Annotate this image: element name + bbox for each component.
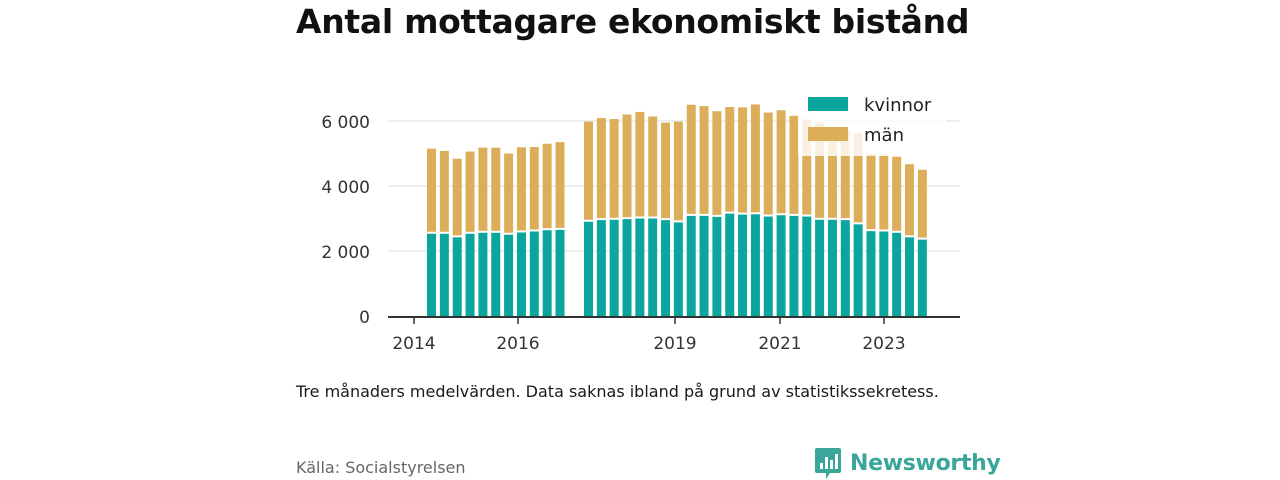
bar-kvinnor xyxy=(427,233,436,316)
legend-label: män xyxy=(864,125,904,146)
bar-kvinnor xyxy=(491,232,501,316)
bar-man xyxy=(648,116,658,217)
bar-kvinnor xyxy=(596,220,606,316)
bar-kvinnor xyxy=(827,219,837,316)
brand-name: Newsworthy xyxy=(850,450,1001,476)
newsworthy-logo[interactable]: Newsworthy xyxy=(814,446,1001,480)
bar-kvinnor xyxy=(776,215,786,316)
bar-kvinnor xyxy=(866,231,876,316)
bar-man xyxy=(789,115,799,214)
chart-bubble-icon xyxy=(815,448,841,479)
bar-kvinnor xyxy=(504,234,514,316)
bars xyxy=(427,104,927,316)
bar-kvinnor xyxy=(853,224,863,316)
bar-kvinnor xyxy=(712,216,722,316)
bar-man xyxy=(892,156,902,231)
bar-man xyxy=(802,119,812,215)
bar-kvinnor xyxy=(789,215,799,316)
y-tick-label: 4 000 xyxy=(321,178,370,198)
bar-man xyxy=(725,107,735,212)
legend-swatch xyxy=(808,97,848,111)
bar-man xyxy=(439,150,449,232)
bar-man xyxy=(738,107,748,213)
bar-man xyxy=(427,148,436,232)
bar-man xyxy=(609,119,619,218)
bar-man xyxy=(699,106,709,214)
bar-man xyxy=(866,153,876,230)
bar-man xyxy=(673,121,683,221)
bar-man xyxy=(635,111,645,217)
chart-note: Tre månaders medelvärden. Data saknas ib… xyxy=(296,382,939,401)
x-tick-label: 2021 xyxy=(758,334,801,354)
bar-kvinnor xyxy=(452,237,462,316)
bar-man xyxy=(879,154,889,230)
bar-kvinnor xyxy=(439,233,449,316)
bar-man xyxy=(905,164,914,236)
x-tick-label: 2023 xyxy=(862,334,905,354)
bar-kvinnor xyxy=(892,232,902,316)
source-text: Källa: Socialstyrelsen xyxy=(296,458,466,477)
bar-man xyxy=(827,128,837,218)
bar-man xyxy=(491,147,501,231)
bar-man xyxy=(596,118,606,219)
bar-man xyxy=(529,147,539,230)
bar-kvinnor xyxy=(763,216,773,316)
legend-label: kvinnor xyxy=(864,95,932,116)
bar-kvinnor xyxy=(478,232,488,316)
bar-kvinnor xyxy=(648,218,658,316)
bar-kvinnor xyxy=(802,216,812,316)
axes: 0 2 000 4 000 6 000 2014 2016 2019 2021 2023 xyxy=(321,113,960,354)
bar-kvinnor xyxy=(584,221,593,316)
bar-man xyxy=(504,153,514,233)
bar-man xyxy=(516,147,526,231)
bar-man xyxy=(622,114,632,218)
x-tick-label: 2014 xyxy=(392,334,435,354)
x-tick-label: 2016 xyxy=(496,334,539,354)
legend: kvinnor män xyxy=(798,88,946,156)
bar-man xyxy=(661,122,671,219)
bar-kvinnor xyxy=(815,219,825,316)
bar-man xyxy=(815,122,825,218)
bar-kvinnor xyxy=(879,231,889,316)
bar-man xyxy=(917,169,927,238)
bar-kvinnor xyxy=(635,218,645,316)
y-tick-label: 6 000 xyxy=(321,113,370,133)
bar-man xyxy=(686,104,696,214)
bar-man xyxy=(750,104,760,213)
bar-kvinnor xyxy=(840,220,850,316)
bar-kvinnor xyxy=(738,214,748,316)
bar-man xyxy=(542,143,552,229)
bar-kvinnor xyxy=(750,214,760,316)
bar-chart: 0 2 000 4 000 6 000 2014 2016 2019 2021 2023 kvi… xyxy=(321,88,960,354)
bar-man xyxy=(712,111,722,215)
bar-kvinnor xyxy=(661,220,671,316)
bar-man xyxy=(478,147,488,231)
bar-man xyxy=(555,142,565,228)
bar-kvinnor xyxy=(917,239,927,316)
bar-man xyxy=(452,158,462,236)
bar-man xyxy=(853,133,863,223)
bar-kvinnor xyxy=(686,215,696,316)
bar-kvinnor xyxy=(699,215,709,316)
bar-kvinnor xyxy=(673,222,683,316)
bar-man xyxy=(763,112,773,215)
bar-kvinnor xyxy=(905,237,914,316)
bar-kvinnor xyxy=(725,213,735,316)
bar-kvinnor xyxy=(529,231,539,316)
bar-kvinnor xyxy=(465,233,475,316)
bar-man xyxy=(584,121,593,220)
legend-swatch xyxy=(808,127,848,141)
bar-kvinnor xyxy=(542,230,552,316)
bar-man xyxy=(840,130,850,219)
bar-kvinnor xyxy=(555,229,565,316)
chart-title: Antal mottagare ekonomiskt bistånd xyxy=(296,2,970,41)
y-tick-label: 2 000 xyxy=(321,243,370,263)
bar-kvinnor xyxy=(622,219,632,316)
bar-kvinnor xyxy=(609,219,619,316)
bar-kvinnor xyxy=(516,232,526,316)
y-tick-label: 0 xyxy=(359,308,370,328)
bar-man xyxy=(776,110,786,214)
x-tick-label: 2019 xyxy=(653,334,696,354)
bar-man xyxy=(465,151,475,232)
